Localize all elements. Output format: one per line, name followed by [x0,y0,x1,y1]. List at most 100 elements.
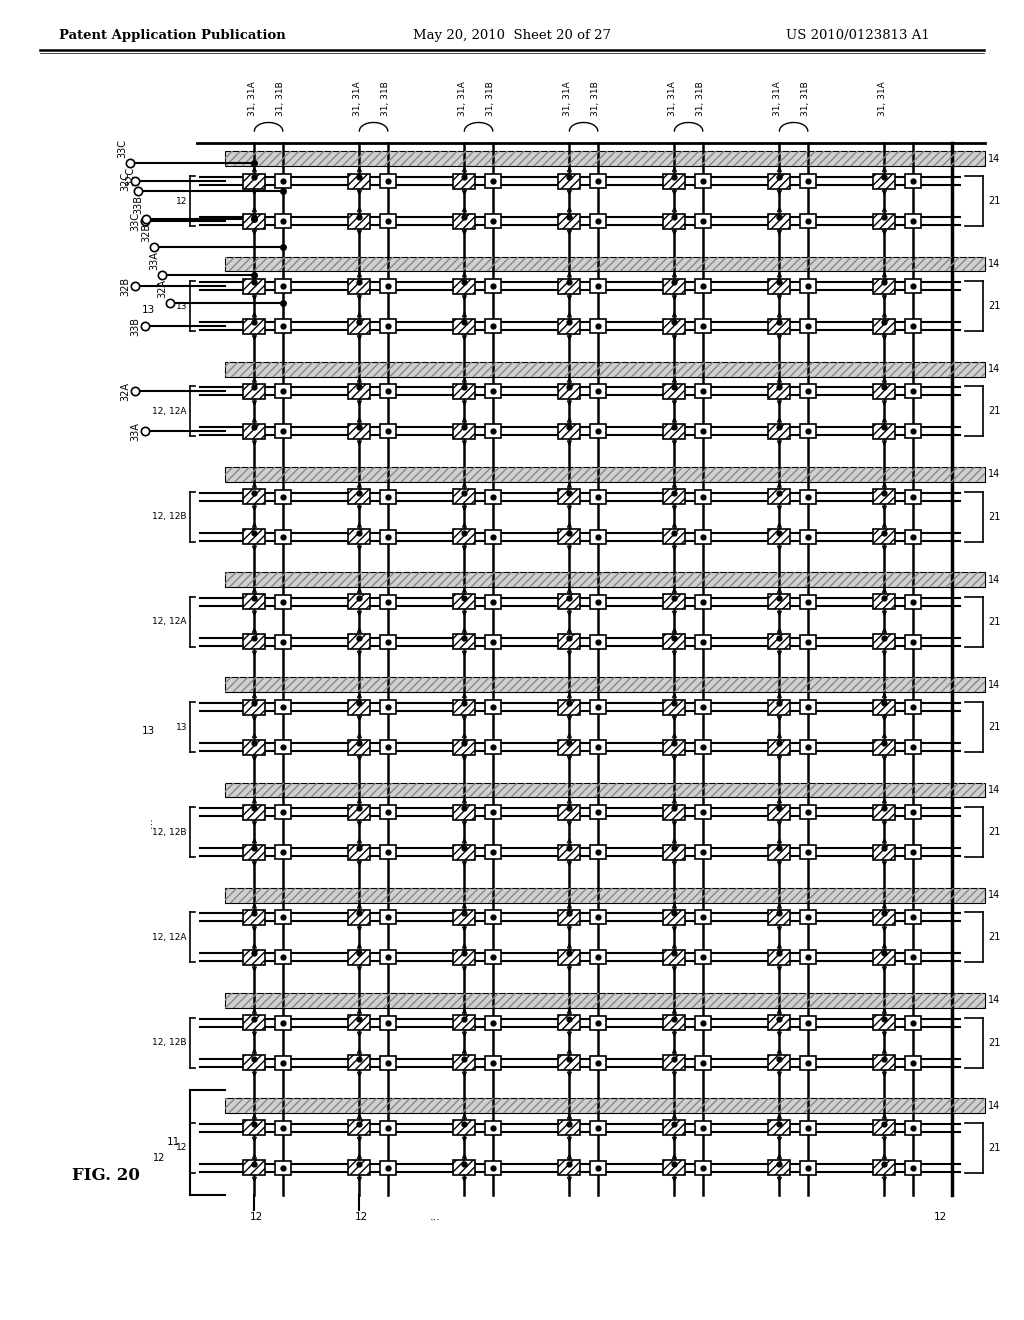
Bar [244,1055,265,1071]
Bar [558,490,581,504]
Text: 14: 14 [988,785,1000,795]
Bar [664,635,685,649]
Text: 32C: 32C [125,166,135,186]
Bar [558,909,581,925]
Text: 14: 14 [988,153,1000,164]
Bar [664,950,685,965]
Text: 14: 14 [988,1101,1000,1110]
Text: 12: 12 [250,1212,263,1222]
Bar [274,845,291,859]
Text: 33A: 33A [150,251,159,271]
Text: 13: 13 [175,722,187,731]
Bar [225,152,985,166]
Text: 32A: 32A [157,279,167,298]
Bar [225,993,985,1007]
Text: 12: 12 [176,197,187,206]
Text: 14: 14 [988,259,1000,269]
Bar [380,1160,395,1175]
Bar [380,1015,395,1030]
Bar [664,279,685,294]
Bar [225,467,985,482]
Bar [348,214,371,228]
Bar [905,174,921,187]
Bar [590,425,606,438]
Bar [484,425,501,438]
Bar [800,214,816,228]
Bar [694,1160,711,1175]
Bar [873,805,895,820]
Bar [454,1121,475,1135]
Bar [694,700,711,714]
Text: 32B: 32B [141,223,151,242]
Bar [225,152,985,166]
Text: 31, 31A: 31, 31A [668,82,677,116]
Bar [664,490,685,504]
Text: 31, 31A: 31, 31A [458,82,467,116]
Bar [484,845,501,859]
Bar [694,805,711,820]
Bar [694,425,711,438]
Bar [800,280,816,293]
Bar [348,594,371,610]
Bar [558,1160,581,1175]
Bar [694,845,711,859]
Bar [558,845,581,859]
Bar [225,362,985,376]
Bar [873,950,895,965]
Bar [484,384,501,399]
Bar [380,805,395,820]
Text: 31, 31A: 31, 31A [353,82,361,116]
Bar [905,700,921,714]
Bar [694,490,711,504]
Bar [664,805,685,820]
Bar [244,594,265,610]
Bar [694,214,711,228]
Bar [244,1160,265,1175]
Bar [484,174,501,187]
Bar [873,739,895,755]
Text: 14: 14 [988,574,1000,585]
Bar [768,700,791,714]
Bar [484,280,501,293]
Bar [454,635,475,649]
Bar [484,1015,501,1030]
Bar [225,993,985,1007]
Bar [800,490,816,504]
Bar [590,529,606,544]
Bar [768,279,791,294]
Bar [800,805,816,820]
Bar [380,700,395,714]
Bar [274,384,291,399]
Bar [558,635,581,649]
Text: 31, 31A: 31, 31A [563,82,571,116]
Text: 21: 21 [988,512,1000,521]
Text: 21: 21 [988,932,1000,942]
Text: 12: 12 [153,1154,165,1163]
Text: 21: 21 [988,616,1000,627]
Bar [274,700,291,714]
Text: 12, 12A: 12, 12A [153,618,187,627]
Bar [800,845,816,859]
Bar [484,700,501,714]
Text: 21: 21 [988,301,1000,312]
Bar [558,1015,581,1030]
Bar [225,467,985,482]
Text: 21: 21 [988,1038,1000,1048]
Bar [590,845,606,859]
Bar [694,280,711,293]
Bar [348,318,371,334]
Bar [558,384,581,399]
Bar [800,1160,816,1175]
Bar [380,280,395,293]
Text: 12, 12A: 12, 12A [153,933,187,942]
Bar [454,384,475,399]
Text: 31, 31B: 31, 31B [696,82,706,116]
Bar [225,783,985,797]
Bar [558,739,581,755]
Bar [274,741,291,754]
Bar [800,384,816,399]
Bar [380,490,395,504]
Bar [380,529,395,544]
Bar [244,384,265,399]
Bar [905,425,921,438]
